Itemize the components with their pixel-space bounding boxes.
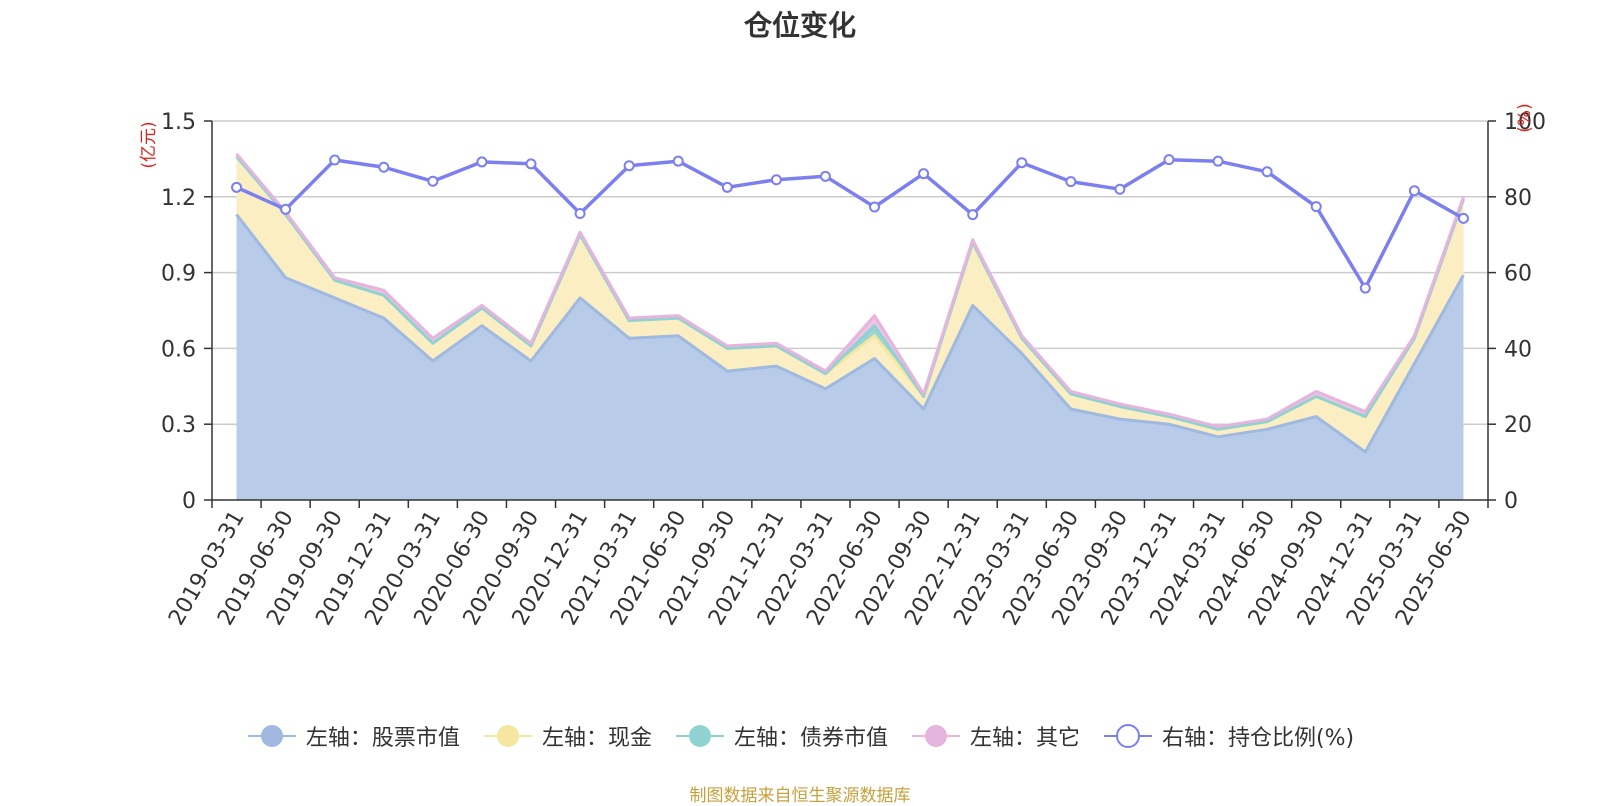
legend-marker-ratio-icon bbox=[1103, 724, 1152, 748]
ratio-point bbox=[770, 174, 782, 186]
right-tick-label: 100 bbox=[1504, 110, 1546, 135]
ratio-point bbox=[476, 156, 488, 168]
ratio-point bbox=[280, 203, 292, 215]
legend-item-other[interactable]: 左轴：其它 bbox=[910, 720, 1080, 752]
ratio-point bbox=[1016, 157, 1028, 169]
ratio-point bbox=[1359, 282, 1371, 294]
legend-marker-bond-icon bbox=[675, 725, 724, 747]
line-layer bbox=[231, 154, 1469, 294]
ratio-point bbox=[1065, 176, 1077, 188]
right-tick-label: 40 bbox=[1504, 337, 1532, 362]
ratio-point bbox=[1114, 183, 1126, 195]
left-tick-label: 0.6 bbox=[161, 337, 196, 362]
source-note: 制图数据来自恒生聚源数据库 bbox=[689, 786, 911, 806]
legend: 左轴：股票市值 左轴：现金 左轴：债券市值 左轴：其它 右轴：持仓比例(%) bbox=[0, 720, 1600, 752]
ratio-point bbox=[1212, 155, 1224, 167]
ratio-point bbox=[869, 201, 881, 213]
area-layer bbox=[235, 152, 1465, 500]
ratio-point bbox=[525, 158, 537, 170]
legend-label-ratio: 右轴：持仓比例(%) bbox=[1161, 726, 1355, 751]
legend-item-cash[interactable]: 左轴：现金 bbox=[482, 720, 652, 752]
ratio-point bbox=[918, 168, 930, 180]
ratio-point bbox=[427, 175, 439, 187]
right-tick-label: 0 bbox=[1504, 489, 1518, 514]
legend-marker-other-icon bbox=[911, 725, 960, 747]
legend-marker-cash-icon bbox=[483, 725, 532, 747]
ratio-point bbox=[1163, 154, 1175, 166]
ratio-point bbox=[378, 161, 390, 173]
ratio-point bbox=[819, 170, 831, 182]
ratio-point bbox=[623, 160, 635, 172]
legend-label-other: 左轴：其它 bbox=[969, 726, 1080, 751]
legend-label-stock: 左轴：股票市值 bbox=[305, 726, 460, 751]
ratio-point bbox=[231, 181, 243, 193]
ratio-point bbox=[329, 154, 341, 166]
ratio-point bbox=[1408, 185, 1420, 197]
legend-item-ratio[interactable]: 右轴：持仓比例(%) bbox=[1102, 720, 1354, 752]
right-tick-label: 60 bbox=[1504, 262, 1532, 287]
legend-item-stock[interactable]: 左轴：股票市值 bbox=[246, 720, 460, 752]
left-tick-label: 0.3 bbox=[161, 413, 196, 438]
legend-item-bond[interactable]: 左轴：债券市值 bbox=[674, 720, 888, 752]
ratio-line bbox=[235, 157, 1465, 290]
ratio-point bbox=[672, 155, 684, 167]
line-series-2 bbox=[235, 155, 1465, 431]
area-series-1 bbox=[236, 156, 1464, 452]
left-tick-label: 0 bbox=[182, 489, 196, 514]
line-series-0 bbox=[235, 213, 1465, 454]
left-axis-unit: (亿元) bbox=[139, 121, 159, 168]
ratio-point bbox=[967, 209, 979, 221]
area-series-0 bbox=[236, 214, 1464, 500]
ratio-point bbox=[1310, 201, 1322, 213]
ratio-point bbox=[1261, 166, 1273, 178]
ratio-point bbox=[721, 181, 733, 193]
left-tick-label: 0.9 bbox=[161, 262, 196, 287]
chart-title: 仓位变化 bbox=[743, 9, 856, 42]
left-tick-label: 1.2 bbox=[161, 186, 196, 211]
right-tick-label: 80 bbox=[1504, 186, 1532, 211]
legend-marker-stock-icon bbox=[247, 725, 296, 747]
chart-plot: 00.30.60.91.21.50204060801002019-03-3120… bbox=[139, 103, 1546, 629]
right-axis-unit: (%) bbox=[1515, 103, 1535, 132]
left-tick-label: 1.5 bbox=[161, 110, 196, 135]
right-tick-label: 20 bbox=[1504, 413, 1532, 438]
ratio-point bbox=[574, 207, 586, 219]
ratio-point bbox=[1457, 212, 1469, 224]
legend-label-bond: 左轴：债券市值 bbox=[733, 726, 888, 751]
line-series-3 bbox=[235, 152, 1465, 429]
legend-label-cash: 左轴：现金 bbox=[541, 726, 652, 751]
